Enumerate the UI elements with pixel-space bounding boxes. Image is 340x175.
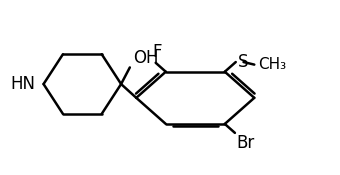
Text: S: S [237,53,248,71]
Text: F: F [153,43,162,61]
Text: CH₃: CH₃ [258,57,286,72]
Text: HN: HN [10,75,35,93]
Text: Br: Br [237,134,255,152]
Text: OH: OH [133,48,159,66]
